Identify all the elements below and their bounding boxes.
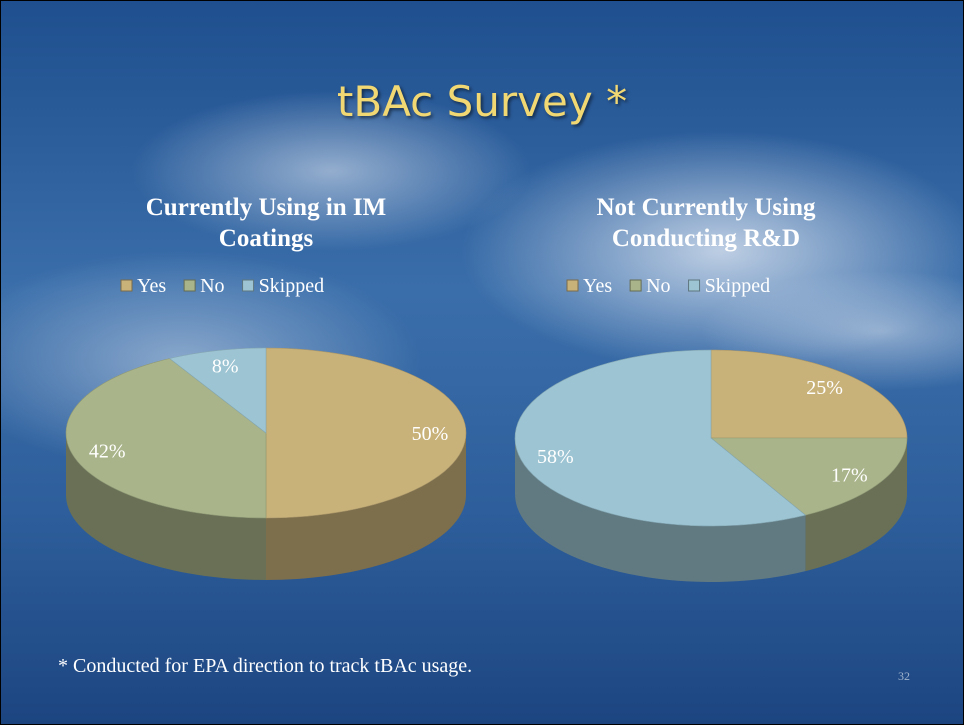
legend-label: Skipped [259,275,325,297]
legend-swatch [688,279,701,292]
legend-label: No [646,275,670,297]
slice [265,347,467,519]
data-label: 25% [806,377,843,399]
footnote: * Conducted for EPA direction to track t… [58,655,473,677]
data-label: 8% [212,355,239,377]
slice [65,358,267,519]
chart-title: Not Currently Using Conducting R&D [596,194,816,252]
chart-title: Currently Using in IM Coatings [145,194,387,252]
data-label: 42% [89,440,126,462]
legend-label: Yes [583,275,612,297]
slide-title: tBAc Survey * [336,77,628,126]
page-number: 32 [898,669,910,683]
legend-swatch [629,279,642,292]
slice-side [66,433,266,580]
slice-side [266,433,466,580]
slice-side [805,438,907,572]
data-label: 50% [412,423,449,445]
legend-swatch [120,279,133,292]
pie: 50% 42% 8% [65,347,467,580]
legend-label: Skipped [705,275,771,297]
slice [710,349,908,439]
slice [710,437,908,516]
legend-label: Yes [137,275,166,297]
legend-label: No [200,275,224,297]
slice [168,347,267,434]
slice [514,349,807,527]
data-label: 17% [831,465,868,487]
data-label: 58% [537,446,574,468]
legend-swatch [242,279,255,292]
slice-side [515,438,806,582]
legend-swatch [566,279,579,292]
legend-swatch [183,279,196,292]
pie: 25% 17% 58% [514,349,908,582]
